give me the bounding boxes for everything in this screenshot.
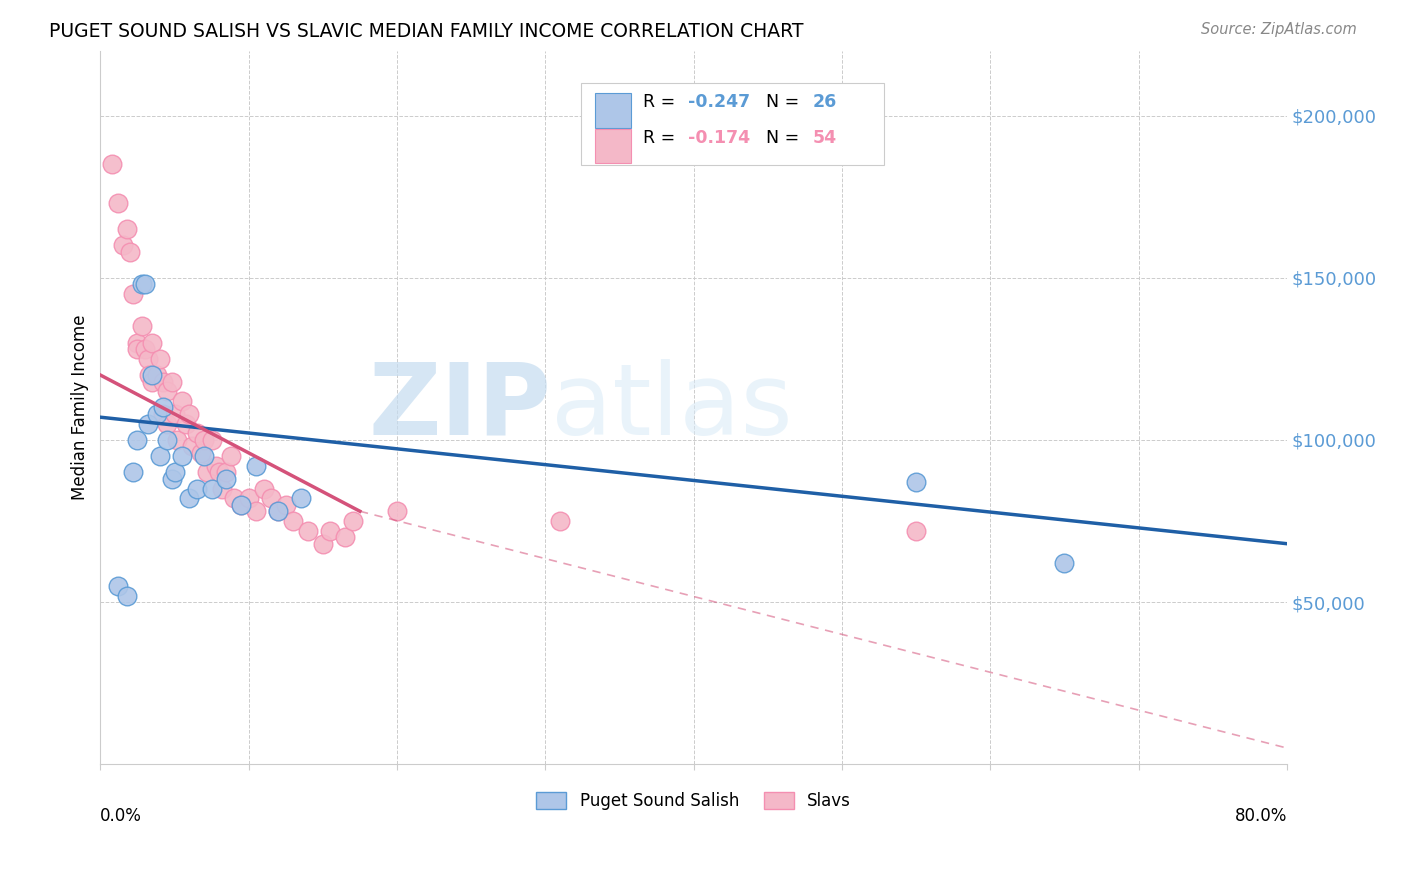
Point	[152, 407, 174, 421]
Text: R =: R =	[643, 129, 681, 147]
Point	[297, 524, 319, 538]
Point	[111, 238, 134, 252]
Point	[160, 472, 183, 486]
Text: -0.174: -0.174	[688, 129, 749, 147]
Point	[131, 277, 153, 292]
Point	[131, 319, 153, 334]
Point	[149, 351, 172, 366]
Point	[190, 446, 212, 460]
Text: 54: 54	[813, 129, 837, 147]
Point	[215, 472, 238, 486]
Point	[252, 482, 274, 496]
Point	[385, 504, 408, 518]
Text: 0.0%: 0.0%	[100, 807, 142, 825]
Point	[274, 498, 297, 512]
Point	[319, 524, 342, 538]
Point	[179, 407, 201, 421]
Point	[141, 375, 163, 389]
Point	[107, 196, 129, 211]
Point	[138, 368, 160, 382]
Point	[160, 375, 183, 389]
Text: N =: N =	[755, 129, 806, 147]
Point	[186, 426, 208, 441]
Point	[200, 482, 222, 496]
Point	[145, 368, 167, 382]
Point	[156, 433, 179, 447]
Point	[134, 342, 156, 356]
Point	[193, 449, 215, 463]
Point	[134, 277, 156, 292]
Point	[905, 524, 928, 538]
Point	[267, 504, 290, 518]
Point	[170, 449, 193, 463]
Point	[149, 449, 172, 463]
Point	[181, 439, 204, 453]
Point	[156, 384, 179, 399]
Point	[127, 335, 149, 350]
Text: 80.0%: 80.0%	[1234, 807, 1286, 825]
Point	[195, 466, 218, 480]
Point	[211, 482, 233, 496]
Text: N =: N =	[755, 94, 806, 112]
FancyBboxPatch shape	[581, 83, 883, 165]
Point	[267, 504, 290, 518]
Point	[245, 504, 267, 518]
Text: atlas: atlas	[551, 359, 793, 456]
Point	[136, 351, 159, 366]
Point	[156, 417, 179, 431]
Point	[122, 287, 145, 301]
Point	[205, 458, 228, 473]
Point	[200, 433, 222, 447]
Point	[141, 368, 163, 382]
Point	[208, 466, 231, 480]
Point	[118, 244, 141, 259]
Point	[122, 466, 145, 480]
Point	[283, 514, 305, 528]
Point	[231, 498, 253, 512]
Point	[222, 491, 245, 506]
Point	[170, 394, 193, 409]
Point	[215, 466, 238, 480]
Point	[176, 417, 198, 431]
Point	[1053, 556, 1076, 570]
Point	[219, 449, 242, 463]
Text: R =: R =	[643, 94, 681, 112]
Point	[145, 407, 167, 421]
Point	[115, 589, 138, 603]
Point	[136, 417, 159, 431]
Point	[166, 433, 188, 447]
Point	[101, 157, 124, 171]
Point	[290, 491, 312, 506]
Point	[193, 433, 215, 447]
Y-axis label: Median Family Income: Median Family Income	[72, 315, 89, 500]
Text: -0.247: -0.247	[688, 94, 749, 112]
Text: PUGET SOUND SALISH VS SLAVIC MEDIAN FAMILY INCOME CORRELATION CHART: PUGET SOUND SALISH VS SLAVIC MEDIAN FAMI…	[49, 22, 804, 41]
Text: ZIP: ZIP	[368, 359, 551, 456]
Point	[260, 491, 283, 506]
Point	[127, 342, 149, 356]
Point	[127, 433, 149, 447]
Point	[179, 491, 201, 506]
Point	[905, 475, 928, 489]
Point	[186, 482, 208, 496]
Point	[245, 458, 267, 473]
Point	[312, 537, 335, 551]
Point	[107, 579, 129, 593]
Point	[342, 514, 364, 528]
Text: 26: 26	[813, 94, 837, 112]
Point	[152, 401, 174, 415]
FancyBboxPatch shape	[595, 129, 631, 163]
Point	[115, 222, 138, 236]
Point	[548, 514, 571, 528]
Legend: Puget Sound Salish, Slavs: Puget Sound Salish, Slavs	[530, 785, 858, 816]
Text: Source: ZipAtlas.com: Source: ZipAtlas.com	[1201, 22, 1357, 37]
Point	[141, 335, 163, 350]
FancyBboxPatch shape	[595, 94, 631, 128]
Point	[152, 375, 174, 389]
Point	[231, 498, 253, 512]
Point	[333, 530, 356, 544]
Point	[163, 407, 186, 421]
Point	[163, 466, 186, 480]
Point	[238, 491, 260, 506]
